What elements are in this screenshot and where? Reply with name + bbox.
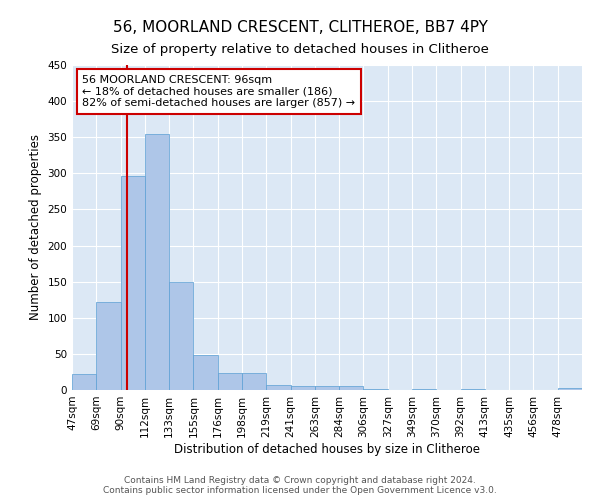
Bar — [72, 374, 96, 390]
Bar — [193, 356, 218, 390]
Text: Contains HM Land Registry data © Crown copyright and database right 2024.
Contai: Contains HM Land Registry data © Crown c… — [103, 476, 497, 495]
Y-axis label: Number of detached properties: Number of detached properties — [29, 134, 42, 320]
Bar — [412, 388, 436, 390]
Bar — [145, 134, 169, 390]
Bar — [290, 386, 315, 390]
Bar — [266, 385, 290, 390]
Bar — [558, 388, 582, 390]
Bar — [96, 302, 121, 390]
Bar — [339, 386, 364, 390]
Bar — [218, 374, 242, 390]
Bar — [315, 386, 339, 390]
Bar — [121, 176, 145, 390]
Bar — [169, 282, 193, 390]
Text: 56 MOORLAND CRESCENT: 96sqm
← 18% of detached houses are smaller (186)
82% of se: 56 MOORLAND CRESCENT: 96sqm ← 18% of det… — [82, 74, 355, 108]
X-axis label: Distribution of detached houses by size in Clitheroe: Distribution of detached houses by size … — [174, 442, 480, 456]
Text: 56, MOORLAND CRESCENT, CLITHEROE, BB7 4PY: 56, MOORLAND CRESCENT, CLITHEROE, BB7 4P… — [113, 20, 487, 35]
Bar — [461, 388, 485, 390]
Text: Size of property relative to detached houses in Clitheroe: Size of property relative to detached ho… — [111, 42, 489, 56]
Bar — [242, 374, 266, 390]
